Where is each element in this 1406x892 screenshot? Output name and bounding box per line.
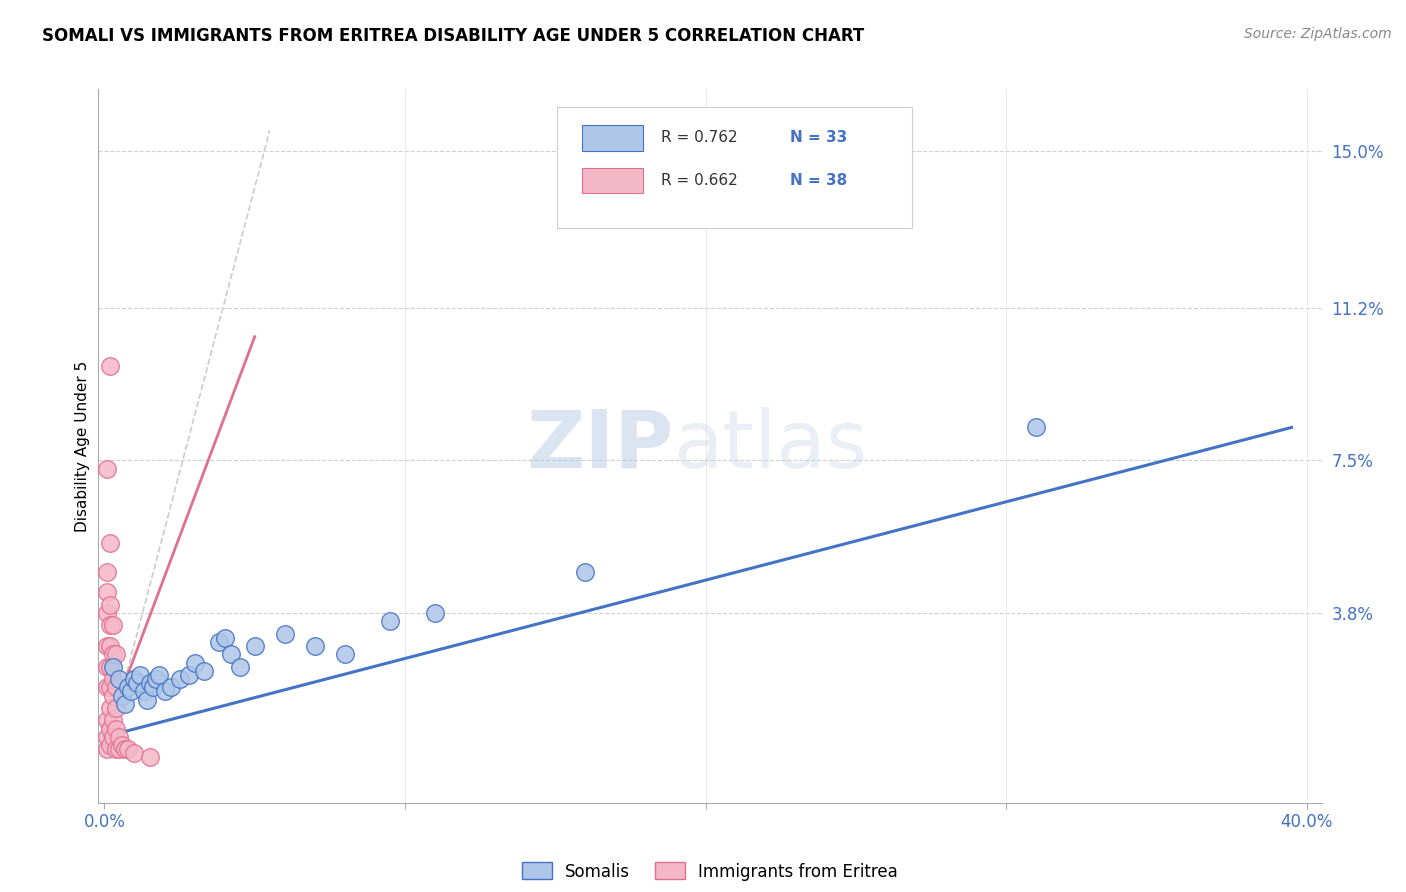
Point (378, 615, 401, 629)
Point (96, 639, 118, 653)
Point (1025, 420, 1047, 434)
Point (243, 639, 266, 653)
Point (108, 730, 131, 744)
Point (111, 689, 134, 703)
Point (96, 742, 118, 756)
Point (96, 681, 118, 695)
Point (100, 536, 122, 550)
Point (117, 681, 139, 695)
Point (96, 714, 118, 728)
Text: N = 33: N = 33 (790, 130, 846, 145)
Point (96, 730, 118, 744)
Point (141, 681, 163, 695)
Point (108, 742, 131, 756)
Point (105, 681, 128, 695)
Point (103, 730, 125, 744)
Point (183, 656, 205, 670)
Y-axis label: Disability Age Under 5: Disability Age Under 5 (75, 360, 90, 532)
FancyBboxPatch shape (582, 125, 643, 151)
Text: N = 38: N = 38 (790, 173, 846, 188)
Point (103, 648, 125, 662)
Point (103, 672, 125, 686)
Point (423, 606, 446, 620)
Point (574, 565, 596, 579)
Point (135, 692, 157, 706)
Point (153, 684, 176, 698)
Point (105, 648, 128, 662)
Point (100, 359, 122, 373)
Point (100, 618, 122, 632)
Point (105, 722, 128, 736)
Point (111, 738, 134, 752)
Point (103, 618, 125, 632)
Text: atlas: atlas (673, 407, 868, 485)
Point (100, 701, 122, 715)
Point (114, 697, 136, 711)
Point (214, 631, 236, 645)
Point (114, 742, 136, 756)
Point (100, 738, 122, 752)
Point (169, 672, 191, 686)
Point (117, 742, 139, 756)
Point (100, 639, 122, 653)
Point (96, 606, 118, 620)
Point (177, 668, 200, 682)
Point (100, 659, 122, 673)
Point (96, 461, 118, 475)
FancyBboxPatch shape (582, 168, 643, 194)
Text: Source: ZipAtlas.com: Source: ZipAtlas.com (1244, 27, 1392, 41)
Point (121, 684, 143, 698)
Point (96, 585, 118, 599)
Point (219, 648, 242, 662)
Point (127, 676, 149, 690)
Point (124, 747, 146, 761)
Point (105, 742, 128, 756)
Point (159, 681, 181, 695)
Text: SOMALI VS IMMIGRANTS FROM ERITREA DISABILITY AGE UNDER 5 CORRELATION CHART: SOMALI VS IMMIGRANTS FROM ERITREA DISABI… (42, 27, 865, 45)
Point (138, 676, 160, 690)
Point (132, 684, 155, 698)
Point (100, 722, 122, 736)
Point (105, 701, 128, 715)
Point (193, 664, 215, 678)
Point (228, 659, 250, 673)
Point (274, 626, 297, 640)
Point (96, 659, 118, 673)
Legend: Somalis, Immigrants from Eritrea: Somalis, Immigrants from Eritrea (515, 855, 905, 888)
Point (148, 668, 170, 682)
Point (108, 672, 131, 686)
Text: ZIP: ZIP (526, 407, 673, 485)
Point (333, 648, 356, 662)
Text: R = 0.762: R = 0.762 (661, 130, 738, 145)
Point (103, 714, 125, 728)
Point (208, 635, 231, 649)
Point (103, 659, 125, 673)
Point (100, 598, 122, 612)
Text: R = 0.662: R = 0.662 (661, 173, 738, 188)
Point (103, 689, 125, 703)
FancyBboxPatch shape (557, 107, 912, 228)
Point (138, 750, 160, 764)
Point (124, 672, 146, 686)
Point (145, 672, 167, 686)
Point (304, 639, 326, 653)
Point (100, 681, 122, 695)
Point (96, 565, 118, 579)
Point (129, 668, 152, 682)
